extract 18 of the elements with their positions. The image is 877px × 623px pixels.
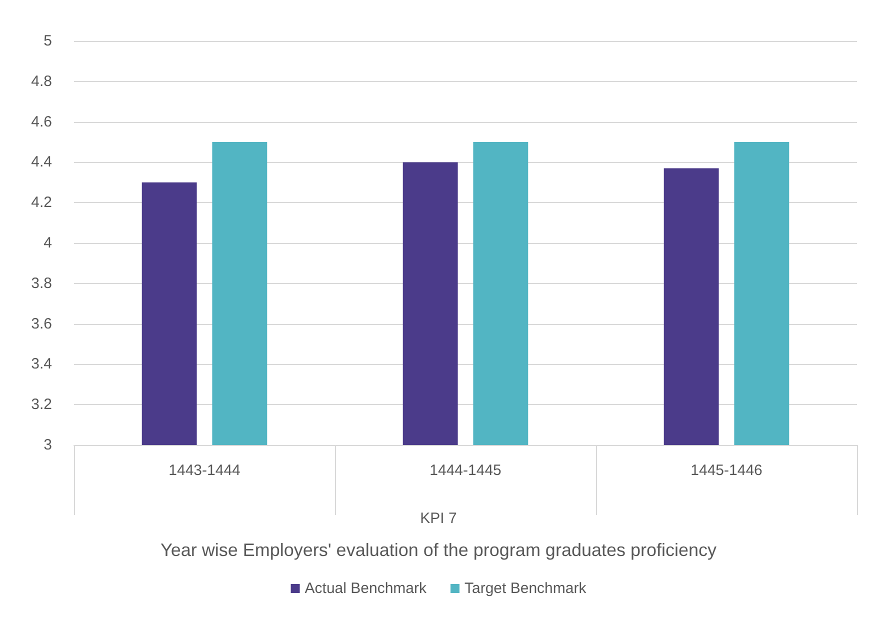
text: KPI 7 [420,510,457,527]
y-tick-label: 5 [44,32,52,50]
y-tick-label: 4.8 [31,72,52,90]
y-tick-label: 4.6 [31,113,52,130]
y-tick-label: 3.6 [31,315,52,332]
y-tick-label: 4 [44,234,52,252]
x-axis-title: Year wise Employers' evaluation of the program graduates proficiency [160,540,717,560]
legend-label: Actual Benchmark [304,580,427,597]
y-tick-label: 3.8 [31,274,52,292]
legend-label: Target Benchmark [464,580,587,597]
y-tick-label: 3.4 [31,356,52,373]
y-tick-label: 3.2 [31,396,52,414]
x-tick-label: 1443-1444 [168,462,240,479]
y-tick-label: 4.4 [31,154,52,171]
x-tick-label: 1445-1446 [690,462,762,479]
y-tick-label: 3 [44,436,52,454]
x-tick-label: 1444-1445 [430,462,502,479]
y-tick-label: 4.2 [31,194,52,212]
